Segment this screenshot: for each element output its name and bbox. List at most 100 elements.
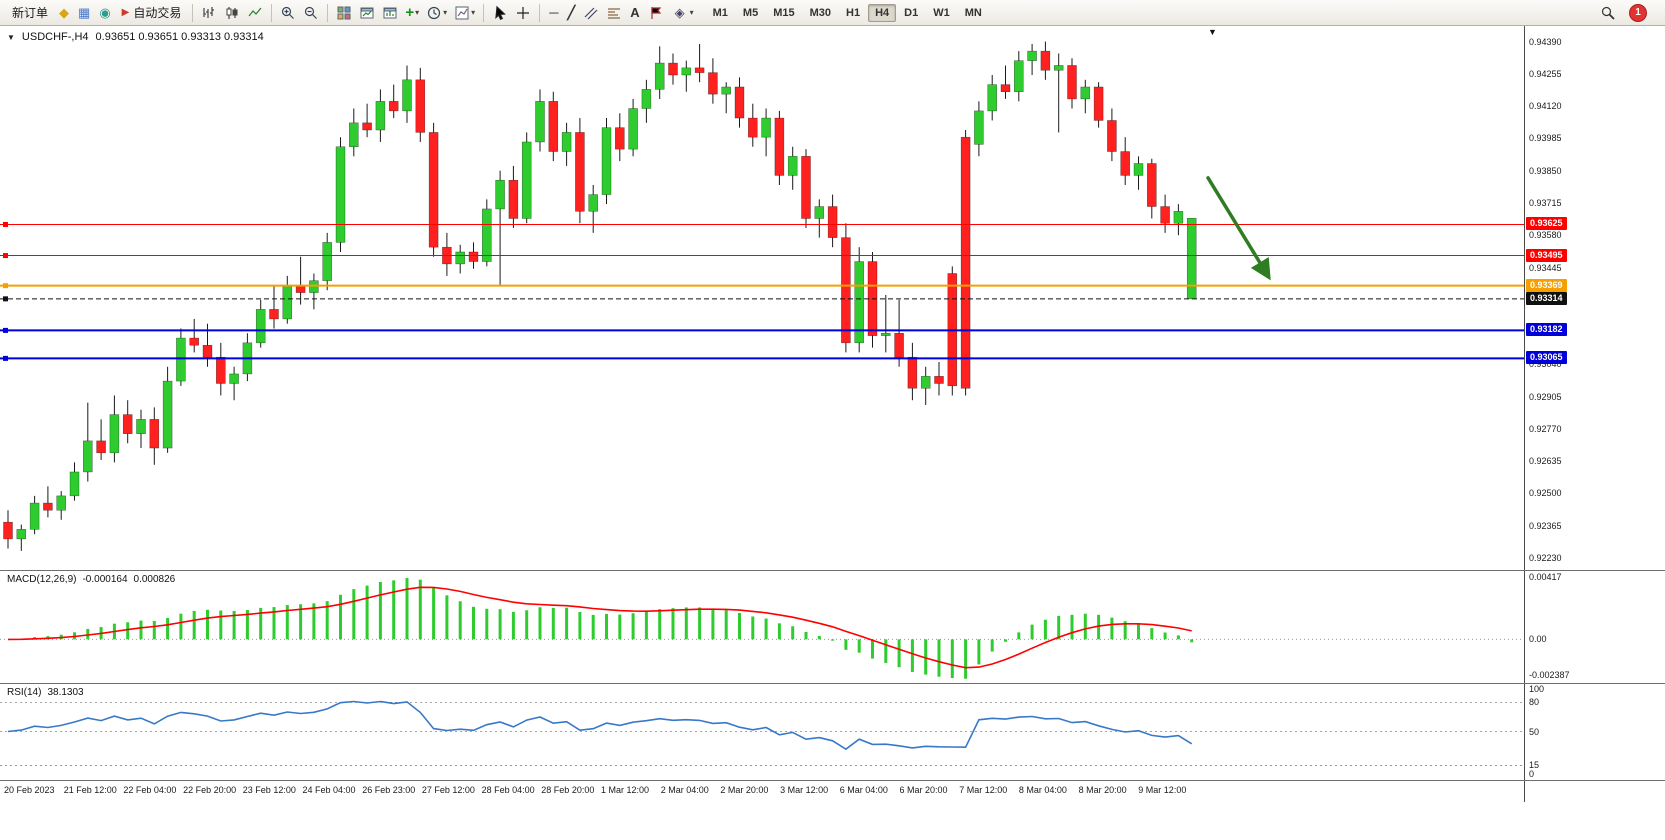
- candle: [43, 486, 53, 518]
- timeframe-m30[interactable]: M30: [809, 6, 832, 19]
- price-axis-label: 0.92500: [1529, 488, 1562, 499]
- bars-chart-icon: [203, 6, 215, 18]
- candle: [3, 510, 13, 549]
- horizontal-line-tool-icon[interactable]: ─: [549, 5, 559, 20]
- macd-signal-value: 0.000826: [133, 574, 176, 585]
- text-tool-icon[interactable]: A: [630, 5, 640, 20]
- candle: [1147, 158, 1157, 219]
- autotrading-button[interactable]: ▶ 自动交易: [116, 2, 188, 23]
- rsi-label: RSI(14) 38.1303: [7, 687, 84, 698]
- time-axis[interactable]: 20 Feb 2023 21 Feb 12:00 22 Feb 04:00 22 Fe…: [0, 781, 1524, 802]
- candle: [588, 185, 598, 233]
- new-order-button[interactable]: 新订单: [6, 2, 54, 23]
- candle: [535, 89, 545, 152]
- candle: [362, 103, 372, 138]
- candle: [455, 244, 465, 274]
- time-axis-label: 22 Feb 20:00: [183, 785, 237, 795]
- timeframe-w1[interactable]: W1: [933, 6, 950, 19]
- candle: [56, 491, 66, 520]
- timeframe-h4[interactable]: H4: [868, 3, 897, 22]
- candle: [1040, 41, 1051, 80]
- candle: [282, 275, 293, 324]
- toolbar-separator: [192, 3, 194, 22]
- timeframe-m15[interactable]: M15: [773, 6, 795, 19]
- zoom-out-button[interactable]: [300, 3, 322, 23]
- bars-chart-button[interactable]: [198, 3, 220, 23]
- time-axis-label: 9 Mar 12:00: [1138, 785, 1187, 795]
- chart-shift-marker[interactable]: ▼: [1208, 27, 1217, 37]
- panel-divider[interactable]: [0, 570, 1665, 571]
- candlestick-chart-button[interactable]: [221, 3, 243, 23]
- price-level-box: 0.93182: [1526, 323, 1567, 337]
- arrange-windows-button[interactable]: [379, 3, 401, 23]
- candle: [349, 108, 359, 157]
- candle: [388, 84, 399, 119]
- text-label-tool-button[interactable]: [645, 3, 667, 23]
- templates-button[interactable]: ▾: [451, 3, 478, 23]
- shapes-menu-button[interactable]: ◈ ▾: [668, 3, 697, 22]
- candle: [761, 108, 771, 157]
- candle: [1133, 156, 1144, 190]
- clock-icon: [428, 6, 441, 19]
- candle: [920, 366, 931, 406]
- candle: [694, 43, 705, 83]
- candle: [189, 318, 199, 353]
- symbol-title: USDCHF-,H4: [21, 31, 89, 43]
- zoom-out-icon: [305, 6, 318, 19]
- macd-axis-label: 0.00417: [1529, 572, 1562, 582]
- rsi-panel[interactable]: [0, 683, 1524, 780]
- candle: [615, 113, 625, 162]
- trend-arrow-annotation[interactable]: [1206, 176, 1271, 281]
- line-handle[interactable]: [3, 283, 8, 289]
- trendline-tool-icon[interactable]: ╱: [567, 5, 576, 20]
- arrange-windows-icon: [383, 7, 397, 18]
- macd-panel[interactable]: [0, 570, 1524, 683]
- cursor-tool-button[interactable]: [489, 3, 511, 23]
- price-axis-label: 0.92635: [1529, 456, 1562, 467]
- timeframe-mn[interactable]: MN: [964, 6, 982, 19]
- price-axis-label: 0.93985: [1529, 133, 1562, 144]
- main-chart[interactable]: [0, 26, 1524, 570]
- time-axis-label: 6 Mar 20:00: [899, 785, 948, 795]
- candle: [1107, 108, 1117, 162]
- candle: [1093, 82, 1104, 128]
- candle: [295, 256, 306, 305]
- channel-tool-button[interactable]: [580, 3, 602, 23]
- price-axis-label: 0.92365: [1529, 520, 1562, 531]
- candle: [841, 223, 851, 353]
- toolbar-right: 1: [1597, 3, 1659, 23]
- timeframe-m1[interactable]: M1: [712, 6, 728, 19]
- fibonacci-tool-button[interactable]: [603, 3, 625, 23]
- zoom-in-button[interactable]: [277, 3, 299, 23]
- price-scale[interactable]: 0.94390 0.94255 0.94120 0.93985 0.93850 0.937…: [1524, 26, 1665, 802]
- line-handle[interactable]: [3, 296, 8, 302]
- window-menu-icon[interactable]: ▼: [7, 32, 15, 42]
- toolbar-separator: [483, 3, 485, 22]
- candle: [149, 407, 160, 465]
- timeframe-h1[interactable]: H1: [846, 6, 861, 19]
- navigator-icon[interactable]: ◉: [99, 5, 111, 20]
- timeframe-d1[interactable]: D1: [904, 6, 919, 19]
- notification-badge[interactable]: 1: [1629, 3, 1647, 22]
- timeframe-m5[interactable]: M5: [742, 6, 759, 19]
- time-axis-label: 1 Mar 12:00: [601, 785, 650, 795]
- crosshair-tool-button[interactable]: [512, 3, 534, 23]
- data-window-icon[interactable]: ▦: [78, 5, 91, 20]
- line-handle[interactable]: [3, 221, 8, 227]
- search-button[interactable]: [1597, 3, 1619, 23]
- line-handle[interactable]: [3, 355, 8, 361]
- candle: [1186, 218, 1197, 300]
- candle: [801, 149, 811, 229]
- add-indicator-button[interactable]: + ▾: [402, 3, 422, 22]
- line-chart-button[interactable]: [244, 3, 266, 23]
- line-handle[interactable]: [3, 327, 8, 333]
- tile-windows-button[interactable]: [333, 3, 355, 23]
- line-handle[interactable]: [3, 253, 8, 259]
- market-watch-icon[interactable]: ◆: [59, 5, 70, 20]
- new-chart-button[interactable]: [356, 3, 378, 23]
- panel-divider[interactable]: [0, 683, 1665, 684]
- candle: [827, 194, 838, 248]
- price-level-box: 0.93495: [1526, 248, 1567, 262]
- time-axis-label: 27 Feb 12:00: [421, 785, 475, 795]
- periods-button[interactable]: ▾: [423, 3, 450, 23]
